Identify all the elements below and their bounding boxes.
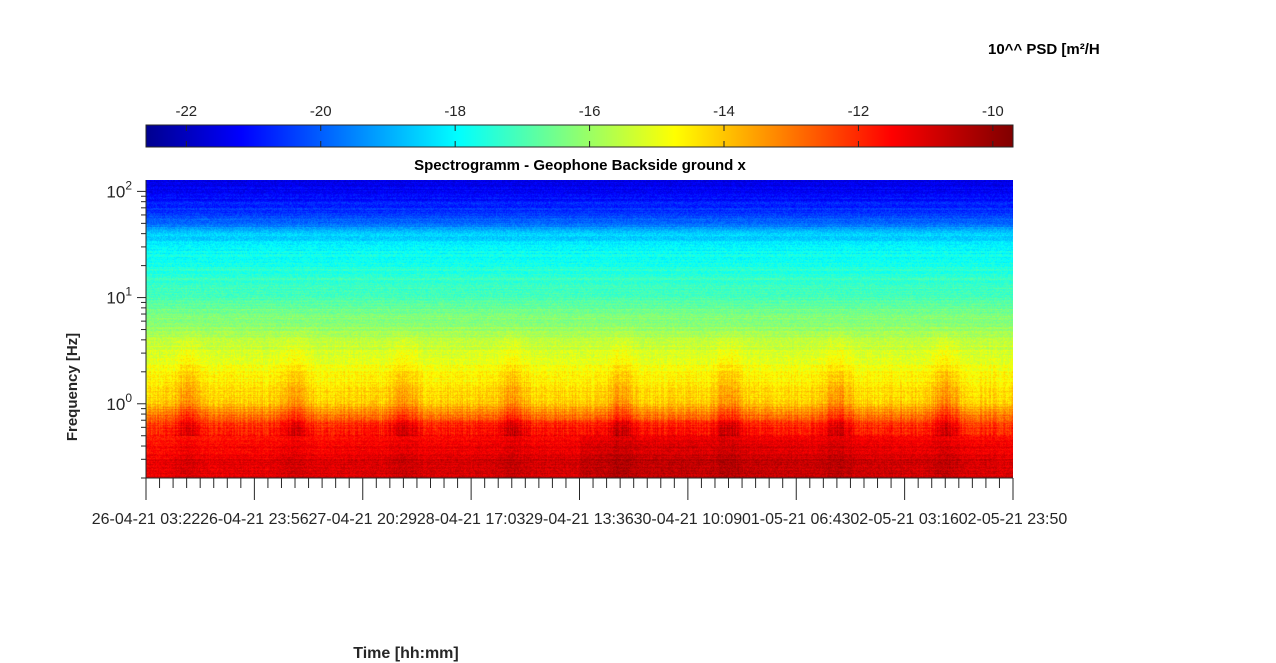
spectrogram-heatmap: [146, 180, 1013, 478]
x-axis: 26-04-21 03:22 26-04-21 23:56 27-04-21 20:…: [92, 477, 1068, 528]
x-axis-label: Time [hh:mm]: [353, 645, 458, 662]
colorbar-tick-label: -22: [175, 103, 197, 120]
y-tick-label: 101: [106, 285, 132, 308]
plot-area: [146, 180, 1013, 478]
x-tick-label: 30-04-21 10:09: [634, 511, 743, 528]
y-tick-label: 102: [106, 178, 132, 201]
colorbar: -22 -20 -18 -16 -14 -12 -10: [145, 103, 1014, 148]
colorbar-ticks: -22 -20 -18 -16 -14 -12 -10: [175, 103, 1004, 147]
x-tick-label: 26-04-21 03:22: [92, 511, 201, 528]
y-axis-label: Frequency [Hz]: [64, 333, 81, 441]
x-tick-label: 29-04-21 13:36: [525, 511, 634, 528]
x-tick-label: 28-04-21 17:03: [417, 511, 526, 528]
x-tick-label: 27-04-21 20:29: [308, 511, 417, 528]
colorbar-tick-label: -20: [310, 103, 332, 120]
y-axis: 100 101 102: [106, 178, 147, 479]
colorbar-tick-label: -10: [982, 103, 1004, 120]
colorbar-tick-label: -18: [444, 103, 466, 120]
x-tick-label: 26-04-21 23:56: [200, 511, 309, 528]
colorbar-tick-label: -12: [848, 103, 870, 120]
x-tick-label: 02-05-21 03:16: [850, 511, 959, 528]
colorbar-label: 10^^ PSD [m²/H: [988, 41, 1100, 58]
x-tick-label: 01-05-21 06:43: [742, 511, 851, 528]
y-tick-label: 100: [106, 391, 132, 414]
x-tick-label: 02-05-21 23:50: [959, 511, 1068, 528]
chart-title: Spectrogramm - Geophone Backside ground …: [414, 157, 746, 174]
colorbar-tick-label: -16: [579, 103, 601, 120]
colorbar-tick-label: -14: [713, 103, 735, 120]
colorbar-gradient: [145, 124, 1014, 148]
